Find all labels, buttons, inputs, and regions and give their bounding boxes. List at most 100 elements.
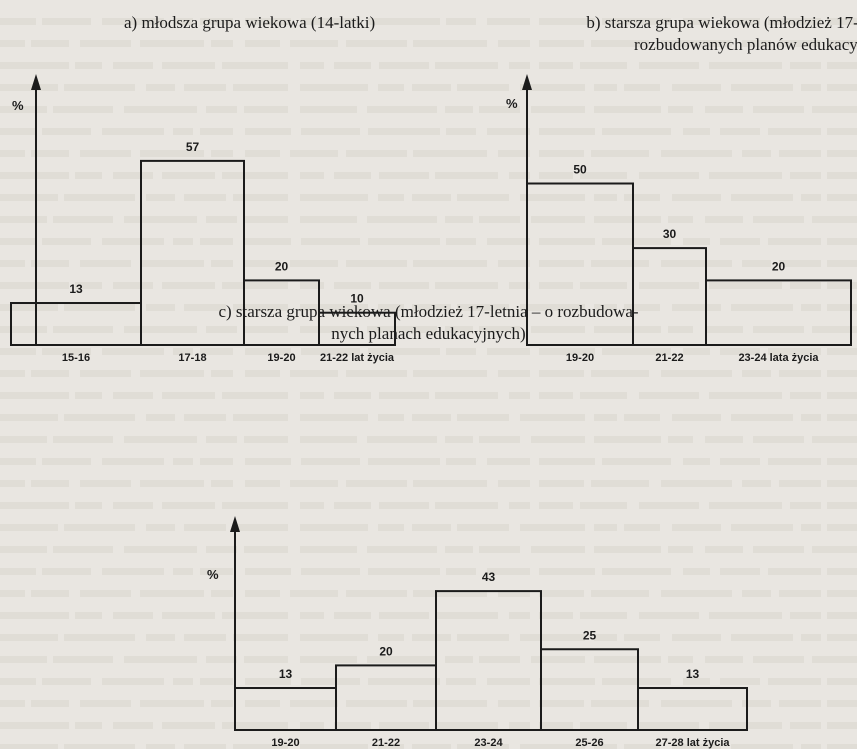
background-text-line [31, 700, 69, 707]
background-text-line [368, 678, 440, 685]
background-text-line [245, 18, 291, 25]
background-text-line [720, 348, 760, 355]
background-text-line [102, 18, 164, 25]
background-text-line [779, 590, 821, 597]
background-text-line [0, 40, 25, 47]
chart-c-tick-label: 25-26 [575, 737, 603, 749]
background-text-line [827, 150, 857, 157]
background-text-line [539, 502, 573, 509]
background-text-line [594, 326, 661, 333]
chart-c-data-label: 43 [482, 570, 496, 584]
background-text-line [42, 458, 91, 465]
background-text-line [602, 458, 671, 465]
background-text-line [539, 62, 573, 69]
background-text-line [290, 40, 338, 47]
background-text-line [580, 722, 627, 729]
background-text-line [779, 370, 821, 377]
chart-c-tick-label: 21-22 [372, 737, 400, 749]
background-text-line [146, 194, 175, 201]
background-text-line [435, 502, 498, 509]
background-text-line [668, 326, 693, 333]
background-text-line [539, 590, 584, 597]
background-text-line [222, 282, 288, 289]
background-text-line [594, 436, 661, 443]
background-text-line [80, 480, 131, 487]
background-text-line [200, 568, 233, 575]
background-text-line [731, 84, 793, 91]
background-text-line [184, 634, 226, 641]
background-text-line [0, 502, 69, 509]
background-text-line [753, 656, 804, 663]
background-text-line [539, 282, 573, 289]
background-text-line [790, 392, 821, 399]
background-text-line [709, 392, 782, 399]
background-text-line [113, 392, 153, 399]
background-text-line [435, 62, 498, 69]
background-text-line [520, 84, 585, 91]
background-text-line [80, 150, 131, 157]
background-text-line [300, 392, 324, 399]
background-text-line [124, 656, 197, 663]
background-text-line [184, 194, 226, 201]
background-text-line [300, 612, 324, 619]
background-text-line [509, 172, 530, 179]
background-text-line [0, 722, 69, 729]
background-text-line [457, 414, 509, 421]
background-text-line [173, 18, 193, 25]
background-text-line [140, 40, 204, 47]
background-text-line [639, 502, 699, 509]
background-text-line [668, 546, 693, 553]
background-text-line [790, 502, 821, 509]
background-text-line [602, 238, 671, 245]
background-text-line [290, 370, 338, 377]
background-text-line [668, 436, 693, 443]
background-text-line [594, 106, 661, 113]
background-text-line [827, 84, 857, 91]
background-text-line [624, 304, 660, 311]
background-text-line [709, 62, 782, 69]
background-text-line [300, 436, 357, 443]
chart-c-bar [637, 687, 748, 732]
background-text-line [539, 480, 584, 487]
background-text-line [245, 150, 280, 157]
background-text-line [790, 282, 821, 289]
background-text-line [379, 612, 429, 619]
background-text-line [211, 150, 233, 157]
background-text-line [379, 722, 429, 729]
background-text-line [779, 260, 821, 267]
background-text-line [412, 414, 451, 421]
background-text-line [602, 348, 671, 355]
background-text-line [591, 40, 649, 47]
background-text-line [709, 282, 782, 289]
chart-c-title: c) starsza grupa wiekowa (młodzież 17-le… [0, 301, 857, 345]
background-text-line [498, 150, 530, 157]
background-text-line [200, 238, 233, 245]
background-text-line [661, 590, 732, 597]
background-text-line [668, 106, 693, 113]
background-text-line [0, 172, 69, 179]
background-text-line [435, 722, 498, 729]
background-text-line [720, 18, 760, 25]
background-text-line [75, 172, 102, 179]
background-text-line [184, 304, 226, 311]
background-text-line [812, 326, 857, 333]
background-text-line [457, 84, 509, 91]
background-text-line [412, 194, 451, 201]
background-text-line [0, 678, 36, 685]
background-text-line [435, 612, 498, 619]
background-text-line [367, 436, 437, 443]
background-text-line [768, 18, 821, 25]
background-text-line [0, 106, 47, 113]
background-text-line [334, 612, 371, 619]
background-text-line [0, 238, 36, 245]
background-text-line [367, 216, 437, 223]
background-text-line [31, 150, 69, 157]
background-text-line [742, 370, 771, 377]
background-text-line [709, 612, 782, 619]
background-text-line [624, 414, 660, 421]
background-text-line [509, 612, 530, 619]
background-text-line [479, 106, 520, 113]
background-text-line [245, 128, 291, 135]
background-text-line [300, 722, 324, 729]
background-text-line [661, 700, 732, 707]
